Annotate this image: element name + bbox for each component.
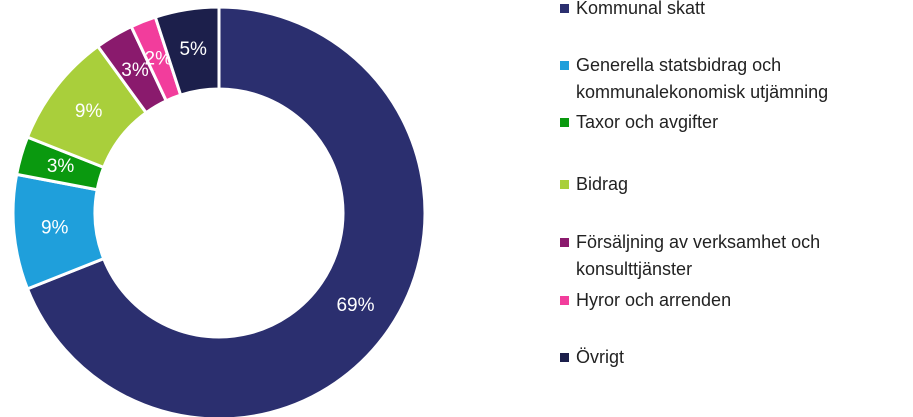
legend-item: Kommunal skatt — [560, 0, 705, 22]
data-label: 9% — [41, 218, 69, 239]
legend-item: Försäljning av verksamhet och konsulttjä… — [560, 229, 820, 283]
legend-swatch — [560, 180, 569, 189]
data-label: 3% — [121, 60, 149, 81]
legend-swatch — [560, 4, 569, 13]
legend-swatch — [560, 238, 569, 247]
legend-label: Bidrag — [576, 174, 629, 194]
legend-item: Bidrag — [560, 171, 628, 198]
donut-slice — [153, 5, 221, 97]
donut-slice — [25, 5, 427, 417]
legend-item: Hyror och arrenden — [560, 287, 731, 314]
data-label: 5% — [179, 39, 207, 60]
legend-swatch — [560, 61, 569, 70]
legend-swatch — [560, 296, 569, 305]
data-label: 9% — [75, 101, 103, 122]
legend-label: Hyror och arrenden — [576, 290, 732, 310]
data-label: 3% — [47, 156, 75, 177]
legend-swatch — [560, 118, 569, 127]
legend-label: Försäljning av verksamhet och konsulttjä… — [576, 232, 821, 279]
legend-label: Kommunal skatt — [576, 0, 706, 18]
legend-item: Generella statsbidrag och kommunalekonom… — [560, 52, 828, 106]
data-label: 69% — [336, 295, 374, 316]
legend-label: Övrigt — [576, 347, 625, 367]
legend-label: Generella statsbidrag och kommunalekonom… — [576, 55, 829, 102]
legend-swatch — [560, 353, 569, 362]
legend-label: Taxor och avgifter — [576, 112, 719, 132]
data-label: 2% — [145, 49, 173, 70]
legend-item: Taxor och avgifter — [560, 109, 718, 136]
legend-item: Övrigt — [560, 344, 624, 371]
